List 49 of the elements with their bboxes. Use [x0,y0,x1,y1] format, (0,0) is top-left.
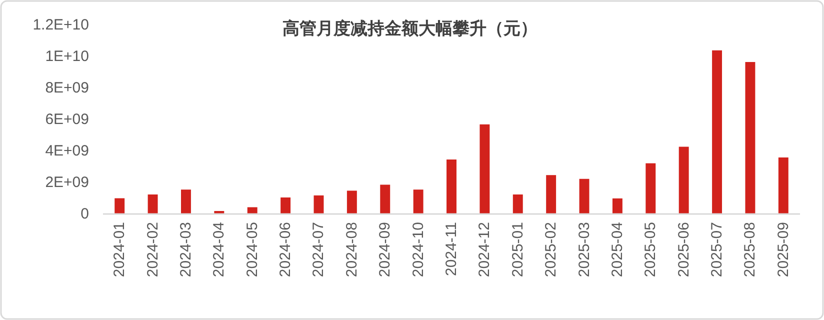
x-tick-label: 2025-07 [708,222,726,278]
bar [380,184,390,214]
bar [778,157,788,214]
x-tick-label: 2024-09 [376,222,394,278]
bar [546,175,556,214]
x-tick-label: 2024-07 [310,222,328,278]
bar [646,163,656,214]
bar [612,198,622,214]
x-tick-label: 2025-06 [675,222,692,278]
y-tick-label: 1E+10 [45,48,89,65]
bar [579,178,590,214]
y-tick-label: 2E+09 [45,174,89,191]
x-tick-label: 2024-03 [177,222,194,278]
x-tick-label: 2024-02 [144,222,162,278]
x-tick-label: 2025-03 [576,222,593,278]
bar [280,197,291,214]
bar [114,198,125,214]
x-tick-label: 2025-02 [542,222,560,278]
x-tick-label: 2024-12 [476,222,494,278]
x-tick-label: 2024-01 [111,222,128,278]
bar [181,190,191,214]
y-tick-label: 8E+09 [45,80,89,96]
x-tick-label: 2024-08 [343,222,360,278]
x-tick-label: 2024-06 [277,222,294,278]
y-tick-label: 4E+09 [45,142,89,160]
y-tick-label: 6E+09 [45,111,89,128]
x-tick-label: 2025-08 [742,222,759,278]
x-tick-label: 2025-04 [608,222,626,278]
x-tick-label: 2024-10 [410,222,427,278]
bar [413,190,424,214]
bar [446,160,456,214]
x-tick-label: 2024-05 [244,222,261,278]
bar [480,124,490,214]
x-tick-label: 2024-11 [443,222,460,276]
bar [314,195,324,214]
x-tick-label: 2025-05 [642,222,660,278]
x-tick-label: 2025-01 [509,222,526,278]
bar [346,190,357,214]
y-tick-label: 0 [80,206,89,222]
x-tick-label: 2024-04 [210,222,228,278]
x-tick-label: 2025-09 [774,222,792,278]
bar [247,207,258,214]
bar [678,146,689,214]
bar [512,194,523,214]
chart-title: 高管月度减持金额大幅攀升（元） [282,19,538,38]
bar [148,194,158,214]
bar [745,62,756,214]
bar [712,50,722,214]
y-tick-label: 1.2E+10 [32,16,89,34]
